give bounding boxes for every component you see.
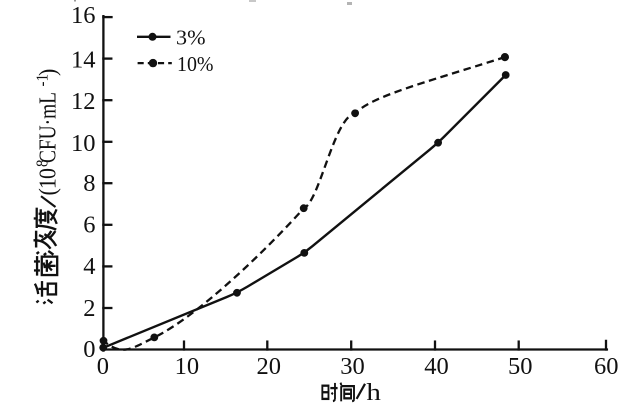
- svg-text:12: 12: [71, 88, 96, 115]
- svg-text:10: 10: [71, 130, 96, 157]
- svg-text:8: 8: [34, 159, 52, 167]
- svg-text:3%: 3%: [176, 26, 206, 50]
- svg-text:8: 8: [83, 170, 95, 197]
- svg-text:60: 60: [594, 353, 619, 380]
- svg-text:10%: 10%: [177, 52, 214, 76]
- svg-text:30: 30: [340, 353, 365, 380]
- svg-text:6: 6: [83, 212, 95, 239]
- svg-text:-1: -1: [34, 74, 52, 86]
- svg-text:4: 4: [83, 253, 95, 280]
- svg-text:16: 16: [71, 2, 96, 29]
- svg-text:0: 0: [97, 353, 109, 380]
- svg-text:40: 40: [424, 353, 449, 380]
- svg-text:h: h: [366, 380, 381, 404]
- svg-text:0: 0: [83, 336, 95, 363]
- svg-text:14: 14: [71, 46, 96, 73]
- svg-text:2: 2: [83, 295, 95, 322]
- svg-text:(10: (10: [35, 168, 62, 196]
- svg-text:20: 20: [257, 353, 282, 380]
- svg-text:CFU·mL: CFU·mL: [35, 92, 62, 163]
- svg-text:10: 10: [175, 353, 200, 380]
- svg-text:): ): [35, 69, 62, 76]
- svg-text:50: 50: [508, 353, 533, 380]
